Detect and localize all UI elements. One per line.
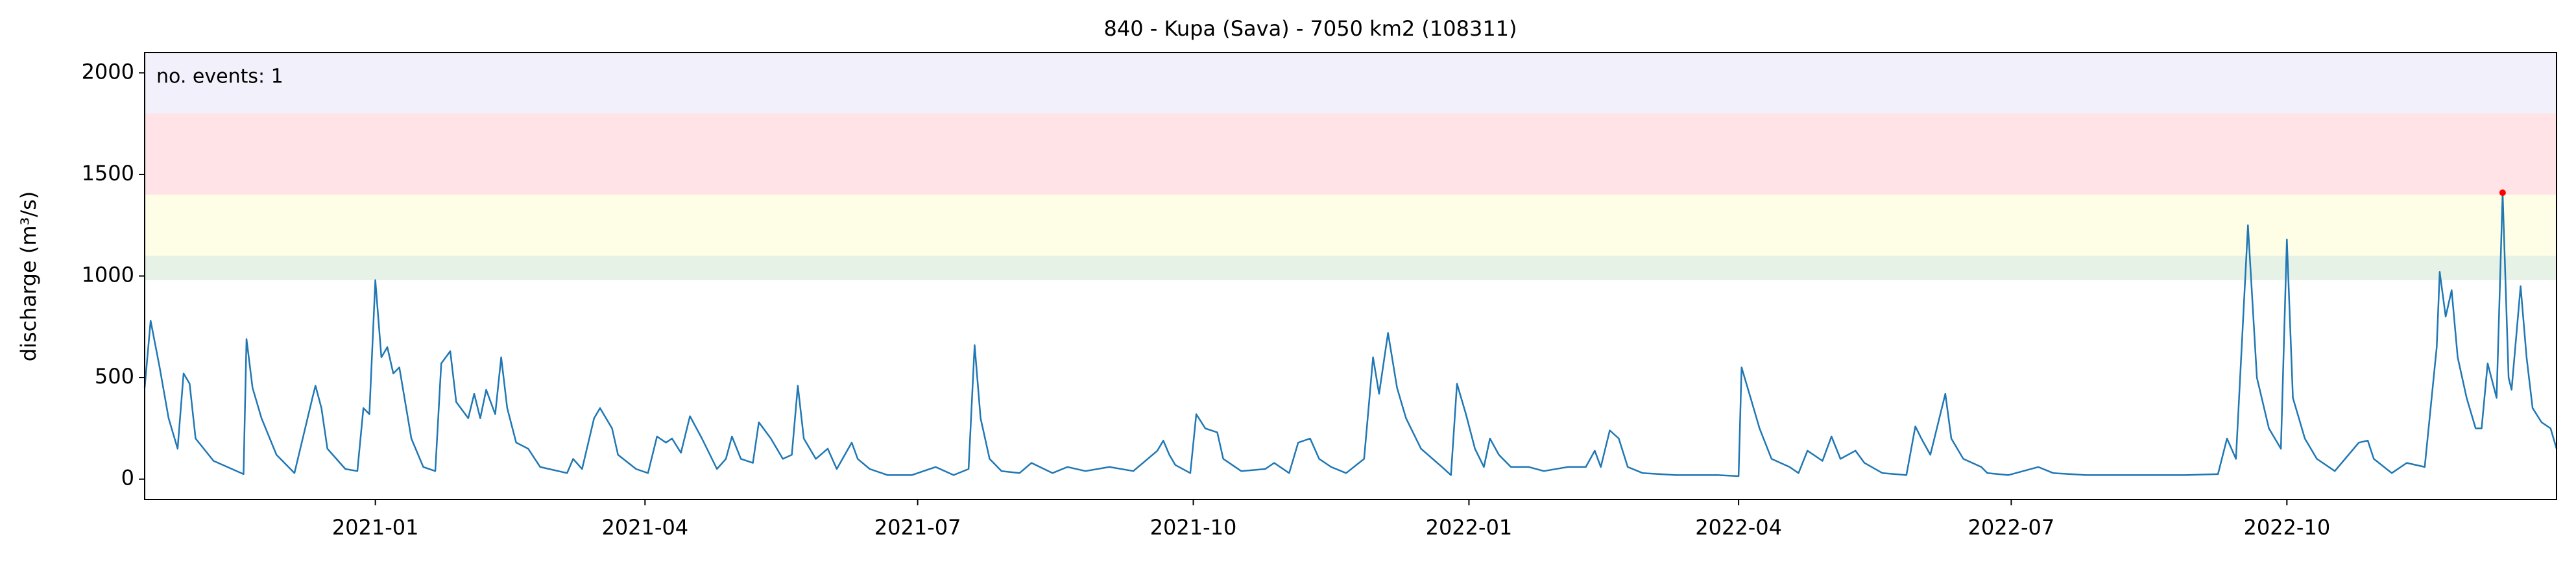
y-axis-label: discharge (m³/s) — [16, 191, 41, 362]
threshold-band — [145, 53, 2557, 114]
x-tick-label: 2022-10 — [2243, 515, 2330, 540]
discharge-line — [143, 191, 2558, 477]
event-point — [2499, 189, 2506, 197]
y-tick-label: 500 — [95, 364, 134, 389]
threshold-band — [145, 256, 2557, 280]
x-tick-label: 2022-07 — [1968, 515, 2055, 540]
y-tick-label: 0 — [121, 466, 134, 490]
x-tick-label: 2022-01 — [1426, 515, 1513, 540]
x-tick-label: 2021-01 — [332, 515, 419, 540]
event-count: no. events: 1 — [156, 66, 283, 88]
plot-frame — [144, 52, 2557, 500]
x-tick-label: 2021-10 — [1150, 515, 1237, 540]
y-tick-label: 1000 — [82, 263, 134, 287]
x-tick-label: 2021-07 — [874, 515, 961, 540]
chart-title: 840 - Kupa (Sava) - 7050 km2 (108311) — [1103, 16, 1517, 41]
y-tick-label: 2000 — [82, 59, 134, 84]
threshold-band — [145, 113, 2557, 195]
x-tick-label: 2021-04 — [601, 515, 688, 540]
threshold-band — [145, 195, 2557, 256]
y-tick-label: 1500 — [82, 161, 134, 186]
x-tick-label: 2022-04 — [1695, 515, 1782, 540]
